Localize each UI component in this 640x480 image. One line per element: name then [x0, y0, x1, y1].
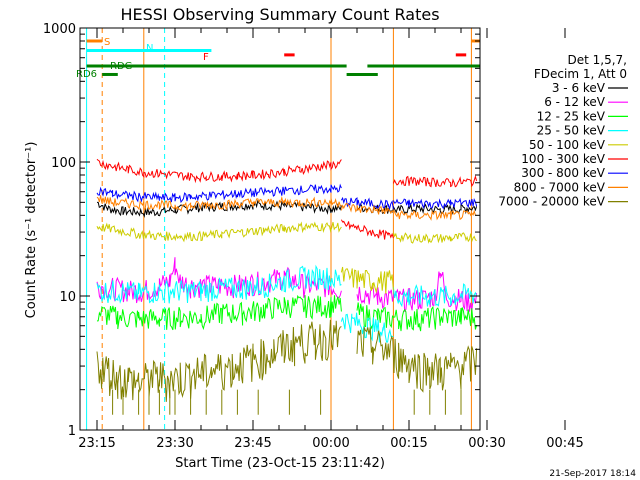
series-line	[96, 183, 342, 204]
series-line	[340, 203, 394, 215]
series-line	[96, 221, 342, 243]
series-line	[392, 232, 477, 244]
y-tick-label: 100	[51, 156, 76, 171]
series-line	[96, 264, 342, 304]
x-tick-label: 23:30	[156, 436, 193, 451]
series-line	[96, 158, 342, 184]
state-bar-label: S	[104, 37, 110, 48]
series-line	[96, 319, 342, 402]
x-tick-label: 00:15	[390, 436, 427, 451]
series-line	[356, 302, 478, 332]
y-tick-label: 10	[59, 290, 76, 305]
series-line	[392, 197, 478, 210]
series-line	[356, 327, 478, 393]
state-bar-label: RDG	[110, 61, 132, 72]
legend-label: 12 - 25 keV	[537, 109, 606, 123]
y-tick-label: 1	[68, 424, 76, 439]
x-axis-title: Start Time (23-Oct-15 23:11:42)	[175, 456, 385, 471]
series-line	[356, 202, 478, 215]
state-bar-label: RD6	[76, 69, 97, 80]
series-line	[97, 199, 342, 219]
legend-label: 300 - 800 keV	[521, 166, 605, 180]
series-line	[96, 257, 342, 304]
series-line	[96, 294, 342, 331]
legend-label: 25 - 50 keV	[537, 124, 606, 138]
legend-label: 50 - 100 keV	[529, 138, 606, 152]
x-tick-label: 00:30	[468, 436, 505, 451]
chart-title: HESSI Observing Summary Count Rates	[120, 5, 439, 24]
state-bar-label: N	[146, 43, 153, 54]
legend-label: 7000 - 20000 keV	[498, 195, 605, 209]
series-line	[356, 271, 478, 313]
legend-label: 6 - 12 keV	[544, 95, 606, 109]
state-bar-label: F	[203, 52, 209, 63]
timestamp-label: 21-Sep-2017 18:14	[549, 469, 636, 479]
legend-label: 100 - 300 keV	[521, 152, 605, 166]
x-tick-label: 23:45	[234, 436, 271, 451]
x-tick-label: 00:00	[312, 436, 349, 451]
y-tick-label: 1000	[43, 22, 76, 37]
series-line	[340, 196, 394, 210]
plot-area: S N RDG RD6 F 1 10 100 1000 23:15 23:30 23:45 00:00 0…	[43, 22, 584, 451]
series-line	[340, 266, 394, 294]
plot-frame	[79, 27, 481, 431]
series-line	[392, 175, 478, 188]
series-line	[392, 283, 478, 308]
legend-label: 3 - 6 keV	[552, 81, 606, 95]
x-tick-label: 23:15	[78, 436, 115, 451]
series-line	[392, 209, 477, 221]
y-axis-title: Count Rate (s⁻¹ detector⁻¹)	[24, 142, 39, 319]
x-tick-label: 00:45	[546, 436, 583, 451]
series-line	[340, 312, 394, 343]
series-line	[96, 195, 342, 212]
legend-header: FDecim 1, Att 0	[534, 67, 627, 81]
legend-label: 800 - 7000 keV	[514, 180, 606, 194]
legend-header: Det 1,5,7,	[568, 53, 628, 67]
series-line	[340, 219, 394, 240]
